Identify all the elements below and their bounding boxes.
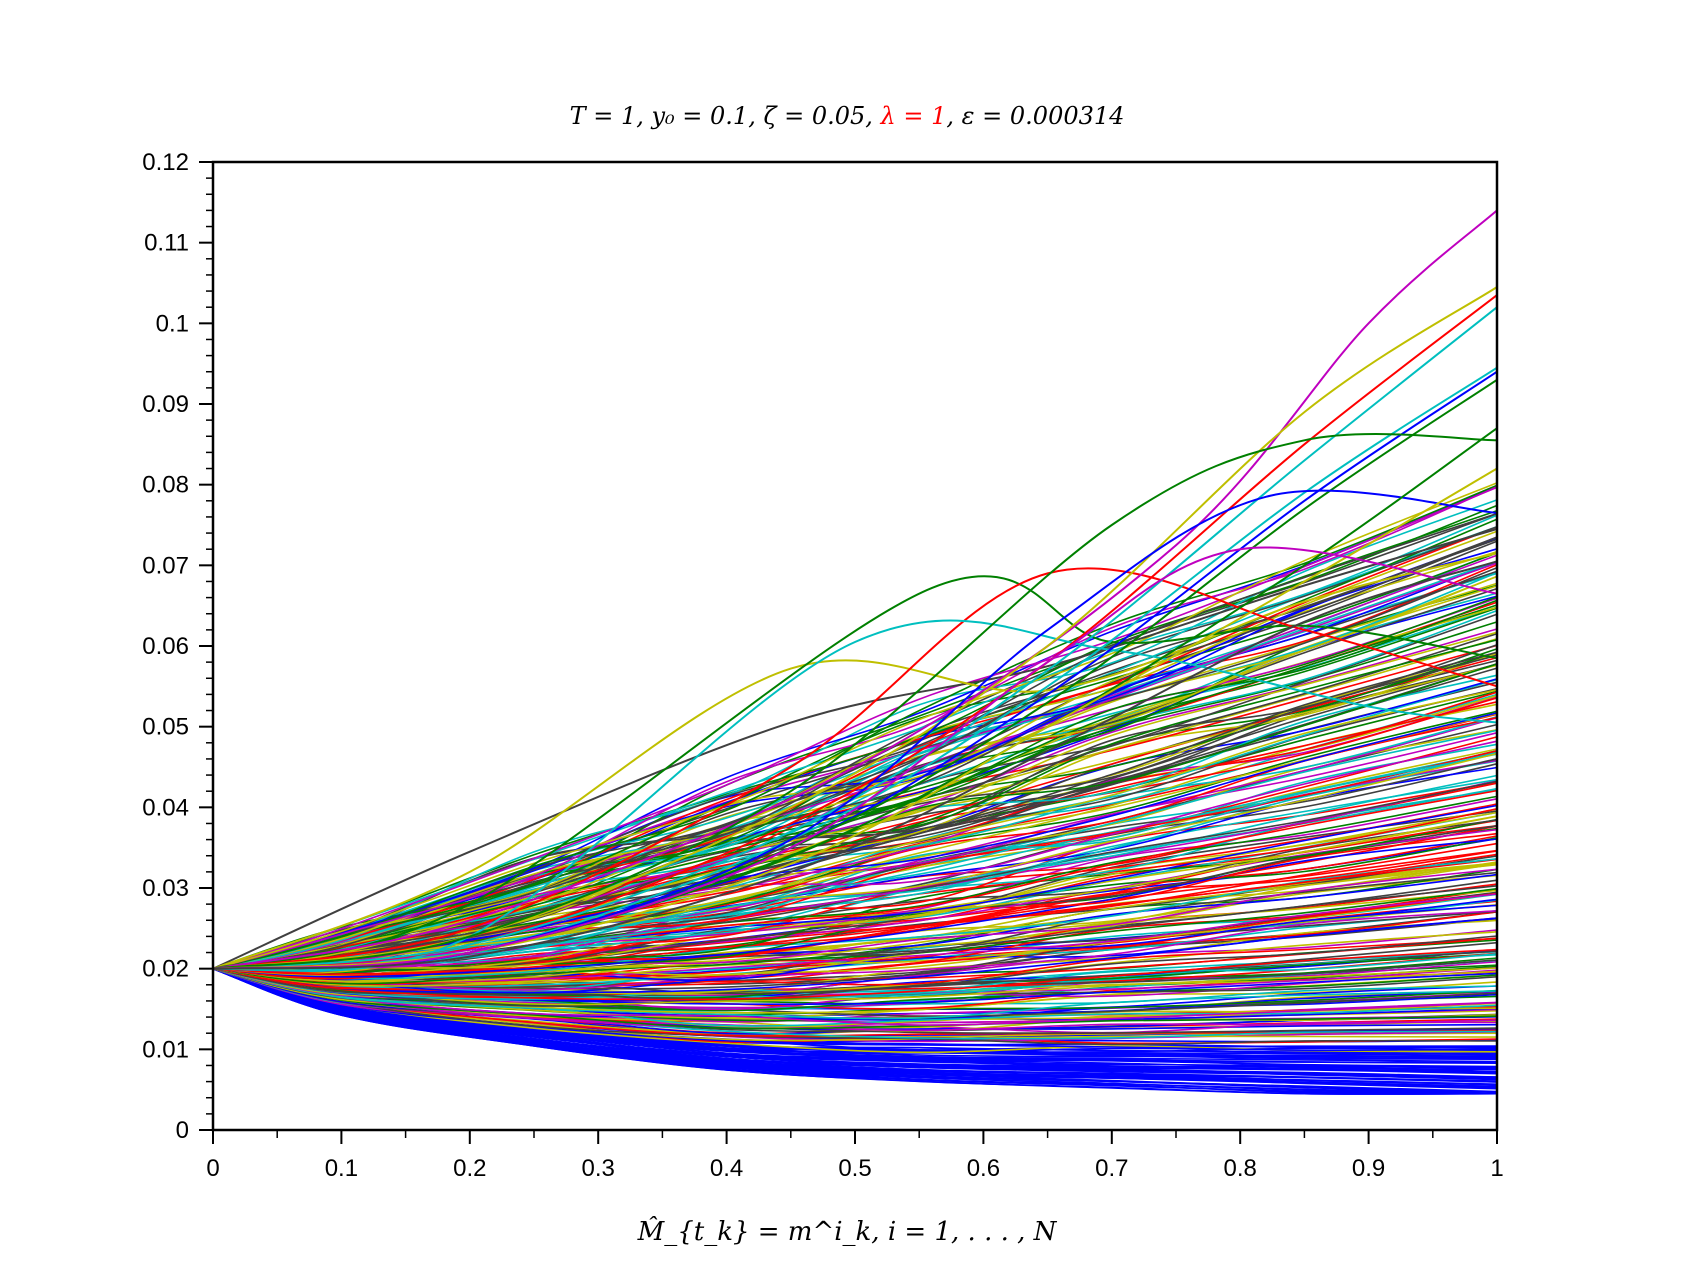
series-line: [212, 575, 1498, 970]
x-tick-label: 0.7: [1095, 1155, 1128, 1182]
x-tick-label: 0.2: [453, 1155, 486, 1182]
y-axis: 0 0.01 0.02 0.03 0.04 0.05 0.06 0.07 0.08 0.09 0.1…: [142, 149, 213, 1144]
y-tick-label: 0.07: [142, 552, 189, 579]
y-tick-label: 0.08: [142, 472, 189, 499]
series-line: [212, 546, 1498, 970]
y-tick-label: 0.04: [142, 794, 189, 821]
curve: [212, 967, 1498, 1095]
x-tick-label: 1: [1490, 1155, 1503, 1182]
y-tick-label: 0.11: [144, 230, 189, 257]
curve: [212, 948, 1498, 1001]
series-line: [212, 528, 1498, 970]
curve: [212, 959, 1498, 997]
x-tick-label: 0.4: [710, 1155, 743, 1182]
curve: [212, 967, 1498, 1052]
series-line: [212, 560, 1498, 970]
x-tick-label: 0.9: [1352, 1155, 1385, 1182]
curve: [212, 967, 1498, 1030]
x-tick-label: 0.3: [582, 1155, 615, 1182]
x-tick-label: 0.8: [1224, 1155, 1257, 1182]
curve: [212, 967, 1498, 1053]
x-tick-label: 0: [206, 1155, 219, 1182]
series-line: [212, 552, 1498, 970]
curve: [212, 889, 1498, 985]
title-part-params: T = 1, y₀ = 0.1, ζ = 0.05,: [570, 102, 881, 130]
curve: [212, 486, 1498, 970]
curve: [212, 967, 1498, 1020]
plot-area: [212, 209, 1498, 1095]
curve: [212, 967, 1498, 1046]
series-line: [212, 567, 1498, 970]
x-axis-label: M̂_{t_k} = m^i_k, i = 1, . . . , N: [637, 1216, 1058, 1247]
series-line: [212, 209, 1498, 970]
curve: [212, 644, 1498, 970]
curve: [212, 967, 1498, 1089]
y-tick-label: 0.1: [156, 310, 189, 337]
y-tick-label: 0.01: [142, 1036, 189, 1063]
y-tick-label: 0: [176, 1117, 189, 1144]
curve: [212, 599, 1498, 970]
y-tick-label: 0.02: [142, 956, 189, 983]
curve: [212, 810, 1498, 972]
curve: [212, 967, 1498, 1011]
curve: [212, 967, 1498, 1095]
series-curves: [212, 209, 1498, 972]
curve: [212, 571, 1498, 970]
curve: [212, 863, 1498, 982]
curve: [212, 967, 1498, 1086]
y-tick-label: 0.12: [142, 149, 189, 176]
title-part-epsilon: , ε = 0.000314: [946, 102, 1124, 130]
curve: [212, 899, 1498, 989]
curve: [212, 510, 1498, 970]
bulk-curves: [212, 482, 1498, 1095]
curve: [212, 967, 1498, 1026]
curve: [212, 729, 1498, 970]
curve: [212, 486, 1498, 970]
curve: [212, 967, 1498, 1095]
y-tick-label: 0.06: [142, 633, 189, 660]
chart-title: T = 1, y₀ = 0.1, ζ = 0.05, λ = 1, ε = 0.…: [570, 102, 1125, 130]
x-tick-label: 0.1: [325, 1155, 358, 1182]
curve: [212, 530, 1498, 970]
series-line: [212, 433, 1498, 970]
x-axis: 0 0.1 0.2 0.3 0.4 0.5 0.6 0.7 0.8 0.9 1: [206, 1130, 1504, 1182]
title-part-lambda: λ = 1: [880, 102, 947, 130]
y-tick-label: 0.05: [142, 714, 189, 741]
curve: [212, 967, 1498, 1079]
y-tick-label: 0.09: [142, 391, 189, 418]
x-tick-label: 0.5: [838, 1155, 871, 1182]
curve: [212, 732, 1498, 970]
y-tick-label: 0.03: [142, 875, 189, 902]
curve: [212, 838, 1498, 978]
x-tick-label: 0.6: [967, 1155, 1000, 1182]
curve: [212, 887, 1498, 985]
series-line: [212, 306, 1498, 970]
